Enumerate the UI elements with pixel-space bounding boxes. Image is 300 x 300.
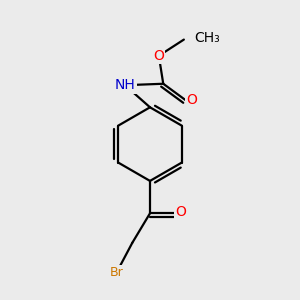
Text: Br: Br [109,266,123,279]
Text: CH₃: CH₃ [194,31,220,45]
Text: O: O [176,205,186,219]
Text: O: O [186,93,197,107]
Text: NH: NH [115,78,135,92]
Text: O: O [153,49,164,63]
